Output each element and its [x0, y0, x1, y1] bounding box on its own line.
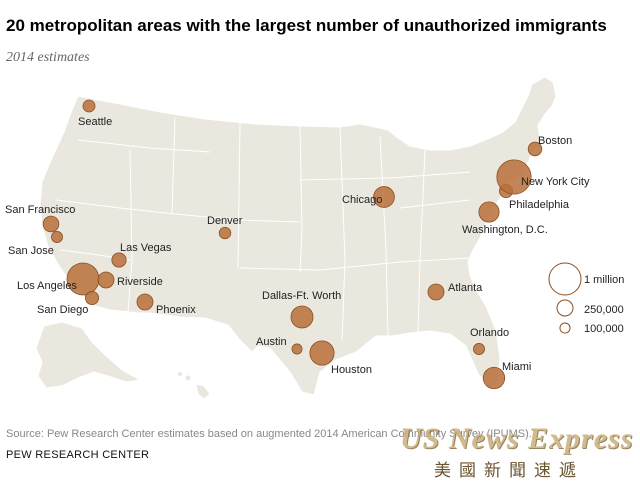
label-san-jose: San Jose	[8, 245, 54, 257]
alaska-shape	[35, 321, 142, 389]
bubble-riverside	[97, 271, 115, 289]
bubble-austin	[291, 343, 303, 355]
bubble-las-vegas	[111, 252, 127, 268]
bubble-chicago	[373, 186, 395, 208]
legend-label-100-000: 100,000	[584, 323, 624, 335]
contiguous-us-shape	[39, 76, 557, 396]
label-boston: Boston	[538, 135, 572, 147]
source-note: Source: Pew Research Center estimates ba…	[6, 428, 532, 440]
label-atlanta: Atlanta	[448, 282, 483, 294]
legend-label-1-million: 1 million	[584, 274, 624, 286]
bubble-boston	[527, 141, 543, 157]
legend-circle-250-000	[556, 299, 574, 317]
watermark-chinese: 美國新聞速遞	[434, 461, 584, 481]
label-san-francisco: San Francisco	[5, 204, 75, 216]
label-washington-d-c: Washington, D.C.	[462, 224, 548, 236]
label-layer: Seattle San Francisco San Jose Los Angeles S…	[5, 116, 590, 376]
legend-label-250-000: 250,000	[584, 304, 624, 316]
bubble-layer	[42, 99, 543, 390]
legend-circle-1-million	[548, 262, 582, 296]
hawaii-island	[185, 375, 191, 381]
label-riverside: Riverside	[117, 276, 163, 288]
label-new-york-city: New York City	[521, 176, 590, 188]
label-austin: Austin	[256, 336, 287, 348]
label-phoenix: Phoenix	[156, 304, 196, 316]
org-name: PEW RESEARCH CENTER	[6, 449, 150, 461]
map-title: 20 metropolitan areas with the largest n…	[6, 16, 607, 35]
label-denver: Denver	[207, 215, 243, 227]
bubble-phoenix	[136, 293, 154, 311]
state-borders	[55, 117, 471, 341]
bubble-san-jose	[51, 231, 63, 243]
label-las-vegas: Las Vegas	[120, 242, 172, 254]
label-miami: Miami	[502, 361, 531, 373]
bubble-washington-d-c	[478, 201, 500, 223]
us-map: Seattle San Francisco San Jose Los Angeles S…	[5, 76, 624, 400]
bubble-dallas-ft-worth	[290, 305, 314, 329]
label-philadelphia: Philadelphia	[509, 199, 570, 211]
bubble-san-francisco	[42, 215, 60, 233]
label-seattle: Seattle	[78, 116, 112, 128]
label-chicago: Chicago	[342, 194, 382, 206]
watermark-logo: US News Express 美國新聞速遞	[396, 422, 636, 481]
map-subtitle: 2014 estimates	[6, 50, 90, 65]
hawaii-island	[178, 372, 182, 376]
bubble-new-york-city	[496, 159, 532, 195]
map-legend: 1 million 250,000 100,000	[548, 262, 624, 335]
bubble-atlanta	[427, 283, 445, 301]
bubble-denver	[218, 226, 232, 240]
label-los-angeles: Los Angeles	[17, 280, 77, 292]
label-orlando: Orlando	[470, 327, 509, 339]
hawaii-shape	[195, 383, 211, 400]
watermark-english: US News Express	[400, 422, 634, 455]
bubble-houston	[309, 340, 335, 366]
label-houston: Houston	[331, 364, 372, 376]
bubble-seattle	[82, 99, 96, 113]
label-dallas-ft-worth: Dallas-Ft. Worth	[262, 290, 341, 302]
bubble-miami	[482, 366, 506, 390]
bubble-orlando	[473, 343, 485, 355]
bubble-san-diego	[85, 290, 100, 305]
legend-circle-100-000	[559, 322, 571, 334]
land-group	[35, 76, 557, 400]
label-san-diego: San Diego	[37, 304, 88, 316]
